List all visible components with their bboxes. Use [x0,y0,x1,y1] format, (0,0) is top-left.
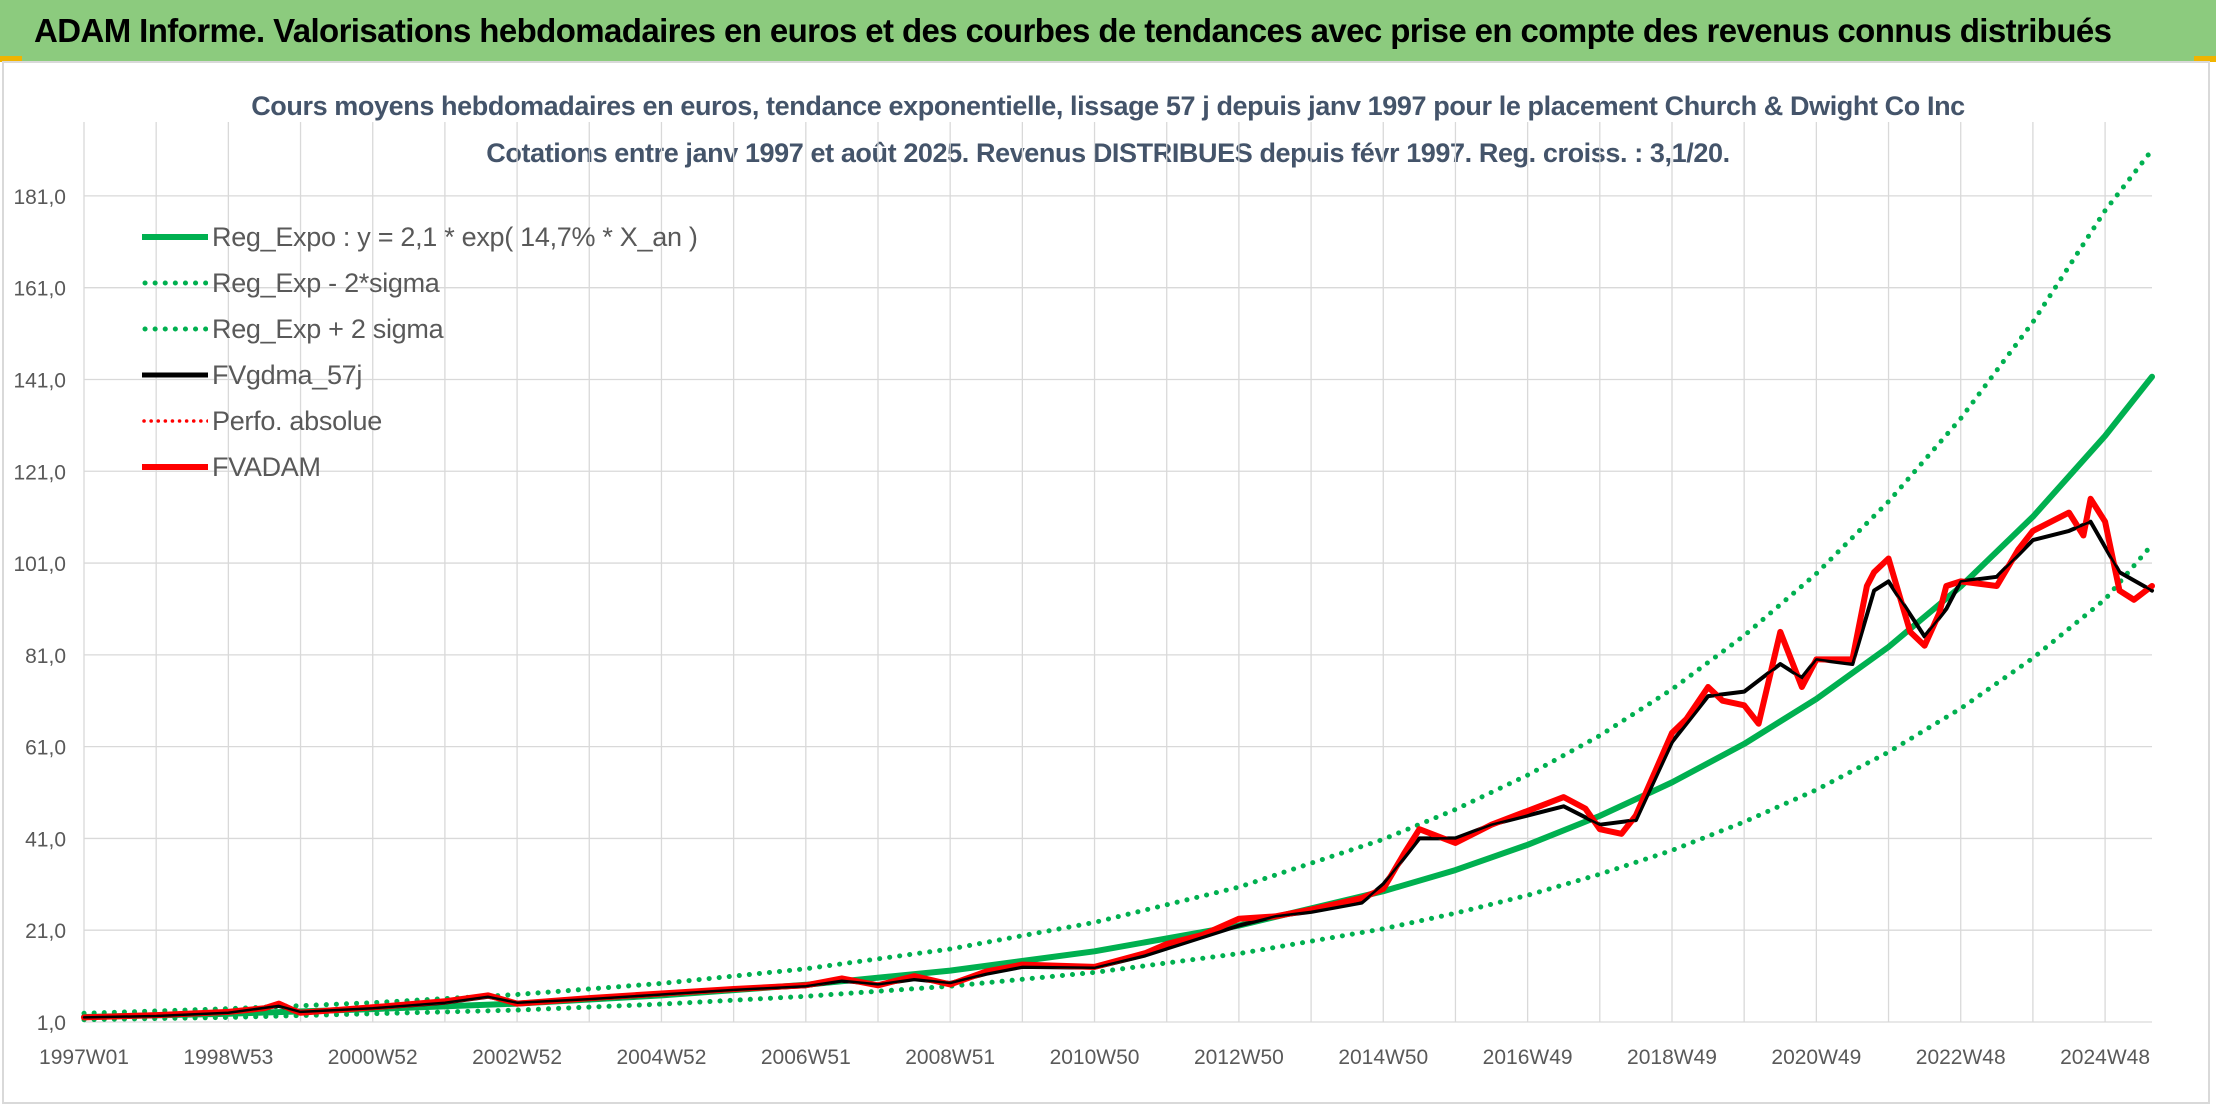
x-tick-label: 2014W50 [1338,1046,1428,1069]
legend-label-fvgdma: FVgdma_57j [212,359,363,390]
fvgdma-line [82,519,2154,1020]
x-tick-label: 2022W48 [1916,1046,2006,1069]
report-banner: ADAM Informe. Valorisations hebdomadaire… [0,0,2216,61]
y-tick-label: 61,0 [25,737,66,760]
legend-item-perfo-absolue: Perfo. absolue [142,398,698,444]
x-tick-label: 2008W51 [905,1046,995,1069]
legend-label-reg-expo: Reg_Expo : y = 2,1 * exp( 14,7% * X_an ) [212,221,698,252]
legend-label-reg-exp-plus: Reg_Exp + 2 sigma [212,313,444,344]
reg-exp-plus-line [81,147,2155,1016]
legend-label-perfo-absolue: Perfo. absolue [212,405,382,436]
x-tick-label: 2016W49 [1483,1046,1573,1069]
x-tick-label: 2006W51 [761,1046,851,1069]
series-lines [81,147,2155,1023]
x-tick-label: 2000W52 [328,1046,418,1069]
y-tick-label: 121,0 [13,461,66,484]
legend-swatch-reg-exp-minus [142,280,208,286]
chart-title: Cours moyens hebdomadaires en euros, ten… [251,91,1965,121]
y-tick-label: 101,0 [13,553,66,576]
y-tick-label: 181,0 [13,186,66,209]
y-tick-label: 161,0 [13,278,66,301]
corner-marker-left [0,56,22,62]
legend-swatch-reg-exp-plus [142,326,208,332]
x-tick-label: 2018W49 [1627,1046,1717,1069]
y-tick-label: 41,0 [25,828,66,851]
legend-label-fvadam: FVADAM [212,451,321,482]
legend-item-reg-exp-minus: Reg_Exp - 2*sigma [142,260,698,306]
chart-subtitle: Cotations entre janv 1997 et août 2025. … [486,138,1730,168]
report-title: ADAM Informe. Valorisations hebdomadaire… [34,11,2112,49]
reg-exp-minus-line [81,542,2155,1023]
fvadam-line [81,495,2155,1021]
legend-label-reg-exp-minus: Reg_Exp - 2*sigma [212,267,440,298]
legend-swatch-fvadam [142,464,208,470]
legend-swatch-reg-expo [142,234,208,240]
x-tick-label: 1998W53 [183,1046,273,1069]
fvgdma-line-overlay [82,520,2154,1019]
legend-swatch-fvgdma [142,372,208,378]
legend-item-reg-expo: Reg_Expo : y = 2,1 * exp( 14,7% * X_an ) [142,214,698,260]
x-tick-label: 2004W52 [616,1046,706,1069]
axis-labels: 1,0 21,0 41,0 61,0 81,0 101,0 121,0 141,0 161,0 1… [13,186,2150,1069]
x-tick-label: 2002W52 [472,1046,562,1069]
y-tick-label: 1,0 [37,1012,66,1035]
x-tick-label: 2012W50 [1194,1046,1284,1069]
y-tick-label: 21,0 [25,920,66,943]
legend-item-fvadam: FVADAM [142,444,698,490]
legend-swatch-perfo-absolue [142,419,208,423]
x-tick-label: 2024W48 [2060,1046,2150,1069]
corner-marker-right [2194,56,2216,62]
y-tick-label: 81,0 [25,645,66,668]
y-tick-label: 141,0 [13,369,66,392]
legend-item-reg-exp-plus: Reg_Exp + 2 sigma [142,306,698,352]
chart-legend: Reg_Expo : y = 2,1 * exp( 14,7% * X_an )… [142,214,698,490]
x-tick-label: 2020W49 [1771,1046,1861,1069]
legend-item-fvgdma: FVgdma_57j [142,352,698,398]
x-tick-label: 2010W50 [1050,1046,1140,1069]
x-tick-label: 1997W01 [39,1046,129,1069]
